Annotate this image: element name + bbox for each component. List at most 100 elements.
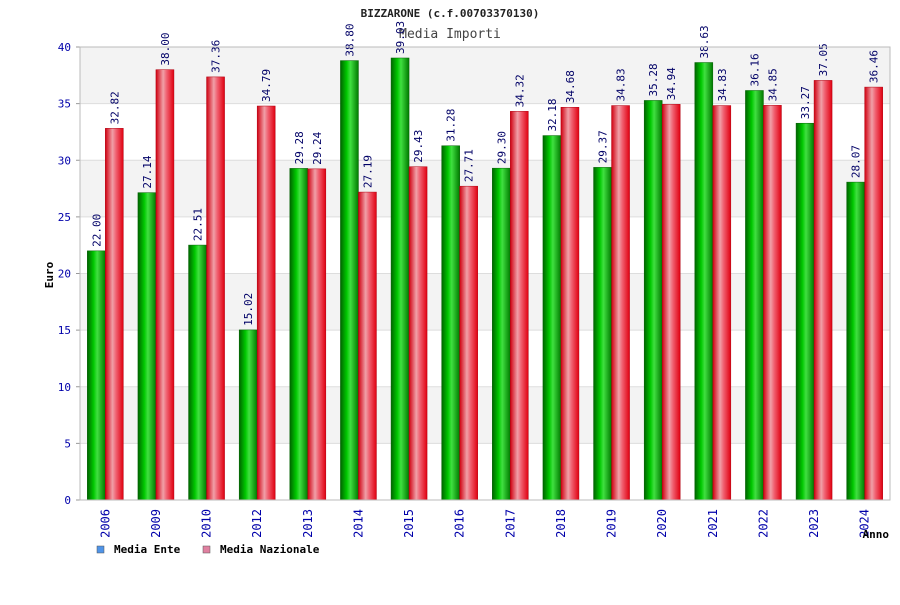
legend: Media Ente Media Nazionale bbox=[96, 543, 320, 556]
data-label-media-nazionale-2021: 34.83 bbox=[716, 68, 729, 101]
y-tick-label: 15 bbox=[58, 324, 71, 337]
bar-media-ente-2024 bbox=[846, 181, 865, 501]
plot-frame bbox=[79, 46, 891, 501]
data-label-media-ente-2019: 29.37 bbox=[597, 130, 610, 163]
x-tick-label-2010: 2010 bbox=[200, 509, 214, 538]
data-label-media-nazionale-2023: 37.05 bbox=[817, 43, 830, 76]
bar-media-ente-2010 bbox=[188, 244, 207, 501]
legend-swatch-media-ente bbox=[96, 545, 105, 554]
bar-media-ente-2014 bbox=[340, 60, 359, 501]
bar-media-nazionale-2020 bbox=[661, 104, 681, 501]
x-tick-label-2021: 2021 bbox=[706, 509, 720, 538]
data-label-media-ente-2016: 31.28 bbox=[445, 109, 458, 142]
y-tick-label: 20 bbox=[58, 268, 71, 281]
bar-media-ente-2009 bbox=[137, 192, 157, 501]
y-tick-label: 35 bbox=[58, 98, 71, 111]
bar-media-nazionale-2017 bbox=[510, 111, 529, 501]
x-tick-label-2019: 2019 bbox=[605, 509, 619, 538]
x-tick-label-2020: 2020 bbox=[655, 509, 669, 538]
y-tick-label: 40 bbox=[58, 41, 71, 54]
bar-media-nazionale-2024 bbox=[864, 86, 883, 501]
x-tick-label-2015: 2015 bbox=[402, 509, 416, 538]
bar-media-nazionale-2015 bbox=[408, 166, 428, 501]
data-label-media-ente-2013: 29.28 bbox=[293, 131, 306, 164]
x-tick-label-2023: 2023 bbox=[807, 509, 821, 538]
x-tick-label-2016: 2016 bbox=[453, 509, 467, 538]
x-tick-label-2006: 2006 bbox=[98, 509, 112, 538]
data-label-media-ente-2012: 15.02 bbox=[242, 293, 255, 326]
x-tick-label-2024: 2024 bbox=[858, 509, 872, 538]
data-label-media-nazionale-2009: 38.00 bbox=[159, 33, 172, 66]
bar-media-nazionale-2022 bbox=[763, 105, 782, 501]
bar-media-ente-2016 bbox=[441, 145, 460, 501]
data-label-media-ente-2014: 38.80 bbox=[343, 23, 356, 56]
data-label-media-ente-2010: 22.51 bbox=[192, 208, 205, 241]
data-label-media-nazionale-2015: 29.43 bbox=[412, 130, 425, 163]
bar-media-nazionale-2021 bbox=[712, 105, 732, 501]
bar-media-nazionale-2023 bbox=[813, 80, 833, 501]
data-label-media-nazionale-2018: 34.68 bbox=[564, 70, 577, 103]
bar-media-ente-2013 bbox=[289, 168, 309, 501]
legend-label-media-ente: Media Ente bbox=[114, 543, 181, 556]
bar-media-nazionale-2009 bbox=[155, 69, 175, 501]
bar-media-ente-2012 bbox=[238, 329, 258, 501]
data-label-media-nazionale-2017: 34.32 bbox=[513, 74, 526, 107]
x-tick-label-2009: 2009 bbox=[149, 509, 163, 538]
x-tick-label-2014: 2014 bbox=[351, 509, 365, 538]
data-label-media-ente-2021: 38.63 bbox=[698, 25, 711, 58]
bar-media-ente-2017 bbox=[492, 167, 511, 501]
data-label-media-nazionale-2020: 34.94 bbox=[665, 67, 678, 100]
y-tick-label: 25 bbox=[58, 211, 71, 224]
x-tick-label-2013: 2013 bbox=[301, 509, 315, 538]
data-label-media-ente-2022: 36.16 bbox=[748, 53, 761, 86]
chart-subtitle: Media Importi bbox=[399, 27, 501, 42]
data-label-media-ente-2018: 32.18 bbox=[546, 98, 559, 131]
data-label-media-nazionale-2024: 36.46 bbox=[868, 50, 881, 83]
data-label-media-ente-2020: 35.28 bbox=[647, 63, 660, 96]
bar-media-ente-2023 bbox=[795, 122, 815, 501]
data-label-media-ente-2024: 28.07 bbox=[850, 145, 863, 178]
y-tick-label: 30 bbox=[58, 154, 71, 167]
bar-media-ente-2006 bbox=[87, 250, 106, 501]
y-tick-label: 10 bbox=[58, 381, 71, 394]
data-label-media-nazionale-2019: 34.83 bbox=[615, 68, 628, 101]
x-tick-label-2012: 2012 bbox=[250, 509, 264, 538]
bar-media-nazionale-2012 bbox=[256, 105, 276, 501]
data-label-media-nazionale-2012: 34.79 bbox=[260, 69, 273, 102]
bar-media-nazionale-2006 bbox=[105, 128, 124, 501]
x-tick-label-2022: 2022 bbox=[756, 509, 770, 538]
data-label-media-ente-2017: 29.30 bbox=[495, 131, 508, 164]
bar-media-nazionale-2014 bbox=[358, 191, 377, 501]
data-label-media-nazionale-2013: 29.24 bbox=[311, 131, 324, 164]
y-tick-label: 0 bbox=[64, 494, 71, 507]
chart-title: BIZZARONE (c.f.00703370130) bbox=[361, 7, 540, 20]
y-tick-label: 5 bbox=[64, 437, 71, 450]
bar-media-nazionale-2016 bbox=[459, 185, 478, 501]
bar-media-nazionale-2013 bbox=[307, 168, 327, 501]
x-tick-label-2017: 2017 bbox=[503, 509, 517, 538]
data-label-media-nazionale-2006: 32.82 bbox=[108, 91, 121, 124]
data-label-media-nazionale-2016: 27.71 bbox=[463, 149, 476, 182]
legend-swatch-media-nazionale bbox=[202, 545, 211, 554]
bar-media-ente-2021 bbox=[694, 62, 714, 501]
bar-media-ente-2020 bbox=[643, 100, 663, 501]
bar-media-ente-2019 bbox=[593, 167, 612, 501]
data-label-media-nazionale-2014: 27.19 bbox=[361, 155, 374, 188]
data-label-media-ente-2015: 39.03 bbox=[394, 21, 407, 54]
data-label-media-nazionale-2010: 37.36 bbox=[210, 40, 223, 73]
bar-media-ente-2018 bbox=[542, 135, 562, 501]
legend-label-media-nazionale: Media Nazionale bbox=[220, 543, 320, 556]
bar-media-nazionale-2019 bbox=[611, 105, 630, 501]
bar-media-ente-2015 bbox=[390, 57, 410, 501]
x-tick-label-2018: 2018 bbox=[554, 509, 568, 538]
data-label-media-nazionale-2022: 34.85 bbox=[766, 68, 779, 101]
bar-media-nazionale-2018 bbox=[560, 106, 580, 501]
bar-media-nazionale-2010 bbox=[206, 76, 225, 501]
x-axis-title: Anno bbox=[863, 528, 890, 541]
y-axis-title: Euro bbox=[43, 261, 56, 288]
data-label-media-ente-2006: 22.00 bbox=[90, 214, 103, 247]
data-label-media-ente-2023: 33.27 bbox=[799, 86, 812, 119]
bar-media-ente-2022 bbox=[745, 90, 764, 501]
